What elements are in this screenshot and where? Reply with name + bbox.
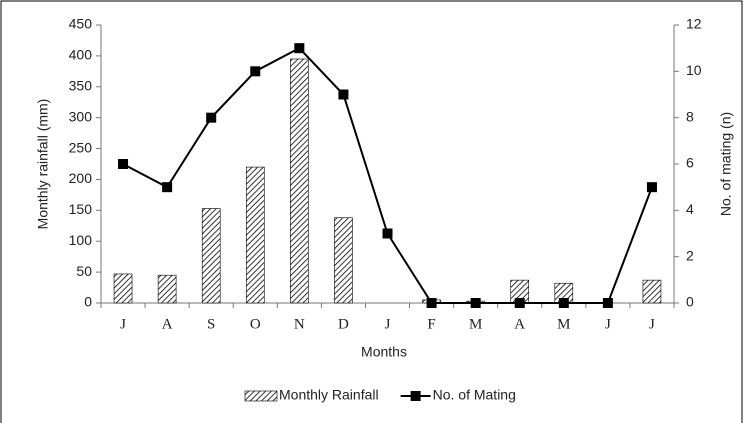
y-tick-label: 150: [69, 201, 93, 217]
bar: [157, 274, 177, 304]
x-tick-label: M: [469, 316, 482, 332]
x-tick-label: N: [294, 316, 305, 332]
y-tick-label: 400: [69, 47, 93, 63]
marker: [162, 182, 173, 193]
legend-label: No. of Mating: [433, 387, 516, 403]
y2-tick-label: 10: [686, 62, 702, 78]
y-tick-label: 200: [69, 170, 93, 186]
bar: [201, 208, 221, 304]
x-tick-label: A: [514, 316, 525, 332]
legend-label: Monthly Rainfall: [279, 387, 379, 403]
y2-tick-label: 4: [686, 201, 694, 217]
y-tick-label: 350: [69, 77, 93, 93]
y2-tick-label: 0: [686, 294, 694, 310]
x-tick-label: J: [120, 316, 126, 332]
y-tick-label: 50: [76, 263, 92, 279]
marker: [118, 159, 129, 169]
marker: [514, 298, 525, 308]
marker: [338, 89, 349, 100]
y2-axis-label: No. of mating (n): [718, 112, 734, 216]
x-axis-label: Months: [361, 344, 407, 360]
bar: [290, 58, 309, 304]
marker: [646, 182, 657, 193]
x-tick-label: O: [250, 316, 261, 332]
x-tick-label: D: [338, 316, 349, 332]
y-tick-label: 450: [69, 16, 93, 32]
bar: [642, 279, 662, 304]
y-tick-label: 0: [84, 294, 92, 310]
marker: [470, 298, 481, 308]
y-tick-label: 100: [69, 232, 93, 248]
y-axis-label: Monthly rainfall (mm): [35, 99, 51, 230]
y2-tick-label: 6: [686, 155, 694, 171]
legend-marker: [410, 391, 421, 401]
x-tick-label: S: [207, 316, 215, 332]
bar: [113, 273, 133, 304]
x-tick-label: J: [385, 316, 391, 332]
marker: [602, 298, 613, 308]
bar: [245, 166, 265, 304]
y2-tick-label: 12: [686, 16, 702, 32]
x-tick-label: F: [427, 316, 435, 332]
marker: [426, 298, 437, 308]
marker: [206, 112, 217, 123]
y2-tick-label: 2: [686, 247, 694, 263]
y-tick-label: 300: [69, 108, 93, 124]
marker: [294, 43, 305, 54]
marker: [250, 66, 261, 77]
bar: [334, 217, 353, 304]
y2-tick-label: 8: [686, 108, 694, 124]
marker: [558, 298, 569, 308]
x-tick-label: J: [605, 316, 611, 332]
x-tick-label: M: [557, 316, 570, 332]
marker: [382, 228, 393, 239]
legend-swatch: [244, 390, 278, 402]
x-tick-label: A: [162, 316, 173, 332]
y-tick-label: 250: [69, 139, 93, 155]
x-tick-label: J: [649, 316, 655, 332]
